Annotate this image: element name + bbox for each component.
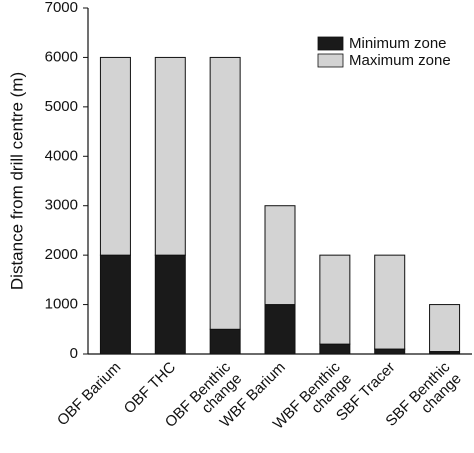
y-axis-label: Distance from drill centre (m) (7, 72, 26, 290)
y-tick-label: 3000 (45, 197, 78, 214)
bar-segment (154, 254, 186, 355)
bar-segment (319, 343, 351, 355)
y-tick-label: 5000 (45, 98, 78, 115)
bar-segment (99, 254, 131, 355)
legend-swatch (317, 53, 344, 68)
x-tick-label-line: OBF Barium (54, 359, 124, 429)
y-tick-label: 7000 (45, 0, 78, 16)
bar-segment (374, 254, 406, 350)
bar-segment (319, 254, 351, 345)
bar-segment (429, 304, 461, 353)
x-tick-label: OBF THC (121, 359, 179, 417)
legend-label: Minimum zone (349, 35, 447, 52)
y-tick-label: 1000 (45, 296, 78, 313)
bar-segment (374, 348, 406, 355)
bar-segment (209, 56, 241, 330)
x-tick-label: OBF Barium (54, 359, 124, 429)
y-tick-label: 0 (70, 345, 78, 362)
bar-segment (264, 304, 296, 355)
y-tick-label: 4000 (45, 147, 78, 164)
legend-swatch (317, 36, 344, 51)
legend-label: Maximum zone (349, 52, 451, 69)
bar-segment (264, 205, 296, 306)
bar-segment (99, 56, 131, 256)
y-tick-label: 2000 (45, 246, 78, 263)
bar-segment (209, 328, 241, 355)
bar-segment (154, 56, 186, 256)
x-tick-label-line: OBF THC (121, 359, 179, 417)
y-tick-label: 6000 (45, 48, 78, 65)
